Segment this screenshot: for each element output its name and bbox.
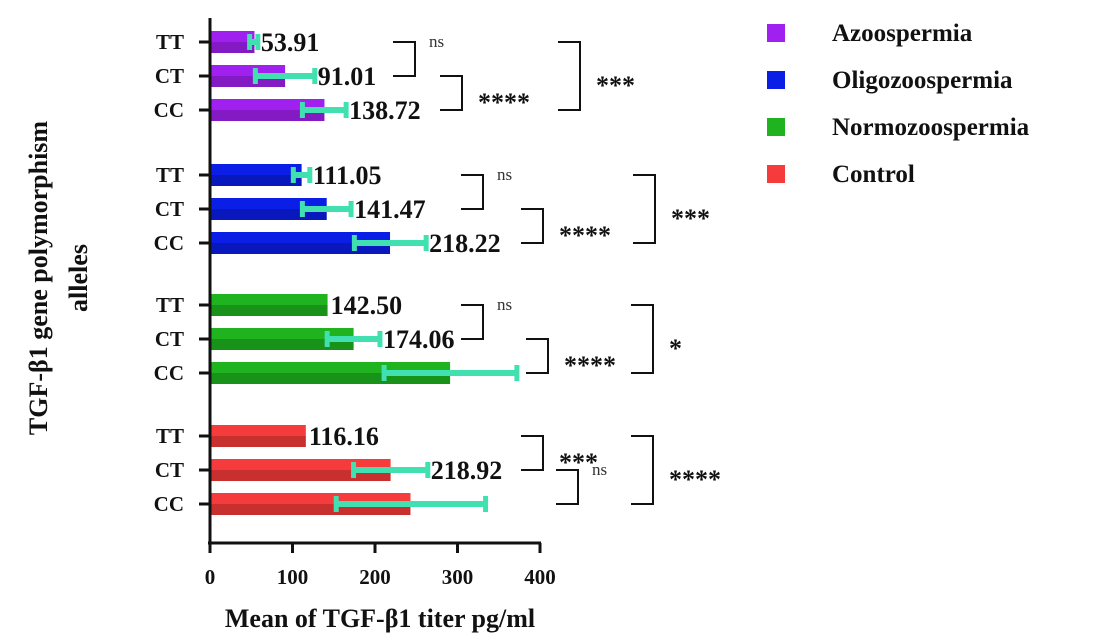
bar-normozoospermia-ct	[210, 328, 354, 350]
category-label-control-ct: CT	[155, 458, 184, 482]
legend-swatch-normozoospermia	[767, 118, 785, 136]
error-bars-layer	[247, 34, 520, 512]
sig-label-oligozoospermia-1: ****	[559, 221, 611, 250]
sig-bracket-normozoospermia-2	[631, 304, 654, 374]
legend-label-normozoospermia: Normozoospermia	[832, 114, 1030, 141]
bar-shade-azoospermia-tt	[210, 42, 255, 53]
value-label-control-tt: 116.16	[309, 422, 379, 451]
sig-bracket-control-2	[631, 435, 654, 505]
legend-label-oligozoospermia: Oligozoospermia	[832, 67, 1013, 94]
bar-shade-oligozoospermia-tt	[210, 175, 302, 186]
legend: Azoospermia Oligozoospermia Normozoospermi…	[767, 20, 1030, 188]
bar-oligozoospermia-cc	[210, 232, 391, 254]
x-tick-label-200: 200	[359, 565, 391, 589]
bar-control-ct	[210, 459, 391, 481]
bar-azoospermia-cc	[210, 99, 325, 121]
y-axis-title: TGF-β1 gene polymorphism alleles	[24, 121, 93, 435]
bar-shade-control-ct	[210, 470, 391, 481]
sig-label-azoospermia-1: ****	[478, 88, 530, 117]
x-axis-title: Mean of TGF-β1 titer pg/ml	[225, 604, 535, 633]
value-label-control-ct: 218.92	[431, 456, 503, 485]
bar-shade-normozoospermia-cc	[210, 373, 451, 384]
value-label-oligozoospermia-ct: 141.47	[354, 195, 426, 224]
sig-bracket-control-1	[556, 469, 579, 505]
sig-bracket-normozoospermia-0	[461, 304, 484, 340]
bar-shade-azoospermia-cc	[210, 110, 325, 121]
bar-shade-azoospermia-ct	[210, 76, 286, 87]
x-tick-label-300: 300	[442, 565, 474, 589]
sig-label-normozoospermia-1: ****	[564, 351, 616, 380]
bar-shade-control-cc	[210, 504, 411, 515]
bar-oligozoospermia-tt	[210, 164, 302, 186]
x-ticks-layer: 0 100 200 300 400	[205, 543, 556, 589]
sig-bracket-azoospermia-2	[558, 41, 581, 111]
category-label-normozoospermia-tt: TT	[156, 293, 184, 317]
category-label-normozoospermia-ct: CT	[155, 327, 184, 351]
bar-shade-normozoospermia-tt	[210, 305, 328, 316]
legend-swatch-oligozoospermia	[767, 71, 785, 89]
sig-bracket-azoospermia-1	[440, 75, 463, 111]
bar-normozoospermia-cc	[210, 362, 451, 384]
value-label-azoospermia-tt: 53.91	[261, 28, 320, 57]
category-label-azoospermia-ct: CT	[155, 64, 184, 88]
category-label-azoospermia-cc: CC	[154, 98, 184, 122]
sig-label-control-2: ****	[669, 465, 721, 494]
bars-layer	[210, 31, 451, 515]
value-label-normozoospermia-ct: 174.06	[383, 325, 455, 354]
sig-label-oligozoospermia-2: ***	[671, 204, 710, 233]
legend-swatch-control	[767, 165, 785, 183]
sig-bracket-normozoospermia-1	[526, 338, 549, 374]
sig-label-oligozoospermia-0: ns	[497, 165, 512, 184]
category-label-oligozoospermia-ct: CT	[155, 197, 184, 221]
sig-bracket-control-0	[521, 435, 544, 471]
sig-label-azoospermia-0: ns	[429, 32, 444, 51]
category-label-oligozoospermia-cc: CC	[154, 231, 184, 255]
category-label-oligozoospermia-tt: TT	[156, 163, 184, 187]
bar-control-cc	[210, 493, 411, 515]
x-tick-label-100: 100	[277, 565, 309, 589]
bar-azoospermia-tt	[210, 31, 255, 53]
sig-bracket-oligozoospermia-2	[633, 174, 656, 244]
bar-azoospermia-ct	[210, 65, 286, 87]
sig-label-normozoospermia-2: *	[669, 334, 682, 363]
bar-oligozoospermia-ct	[210, 198, 327, 220]
legend-swatch-azoospermia	[767, 24, 785, 42]
value-label-azoospermia-cc: 138.72	[349, 96, 421, 125]
sig-label-normozoospermia-0: ns	[497, 295, 512, 314]
category-label-control-cc: CC	[154, 492, 184, 516]
y-axis-title-line2: alleles	[64, 244, 93, 312]
value-label-normozoospermia-tt: 142.50	[331, 291, 403, 320]
bar-control-tt	[210, 425, 306, 447]
y-axis-title-line1: TGF-β1 gene polymorphism	[24, 121, 53, 435]
sig-label-control-1: ns	[592, 460, 607, 479]
sig-bracket-azoospermia-0	[393, 41, 416, 77]
category-label-normozoospermia-cc: CC	[154, 361, 184, 385]
bar-normozoospermia-tt	[210, 294, 328, 316]
x-tick-label-0: 0	[205, 565, 216, 589]
x-tick-label-400: 400	[524, 565, 556, 589]
value-label-azoospermia-ct: 91.01	[318, 62, 377, 91]
bar-shade-oligozoospermia-cc	[210, 243, 391, 254]
category-label-control-tt: TT	[156, 424, 184, 448]
value-label-oligozoospermia-cc: 218.22	[429, 229, 501, 258]
value-label-oligozoospermia-tt: 111.05	[313, 161, 382, 190]
bar-shade-oligozoospermia-ct	[210, 209, 327, 220]
significance-layer: ns*******ns*******ns********ns ****	[393, 32, 721, 505]
category-labels-layer: TT CT CC TT CT CC TT CT CC TT CT CC	[154, 30, 210, 516]
legend-label-control: Control	[832, 161, 915, 188]
legend-label-azoospermia: Azoospermia	[832, 20, 973, 47]
bar-shade-normozoospermia-ct	[210, 339, 354, 350]
sig-label-azoospermia-2: ***	[596, 71, 635, 100]
sig-bracket-oligozoospermia-0	[461, 174, 484, 210]
sig-bracket-oligozoospermia-1	[521, 208, 544, 244]
category-label-azoospermia-tt: TT	[156, 30, 184, 54]
bar-shade-control-tt	[210, 436, 306, 447]
